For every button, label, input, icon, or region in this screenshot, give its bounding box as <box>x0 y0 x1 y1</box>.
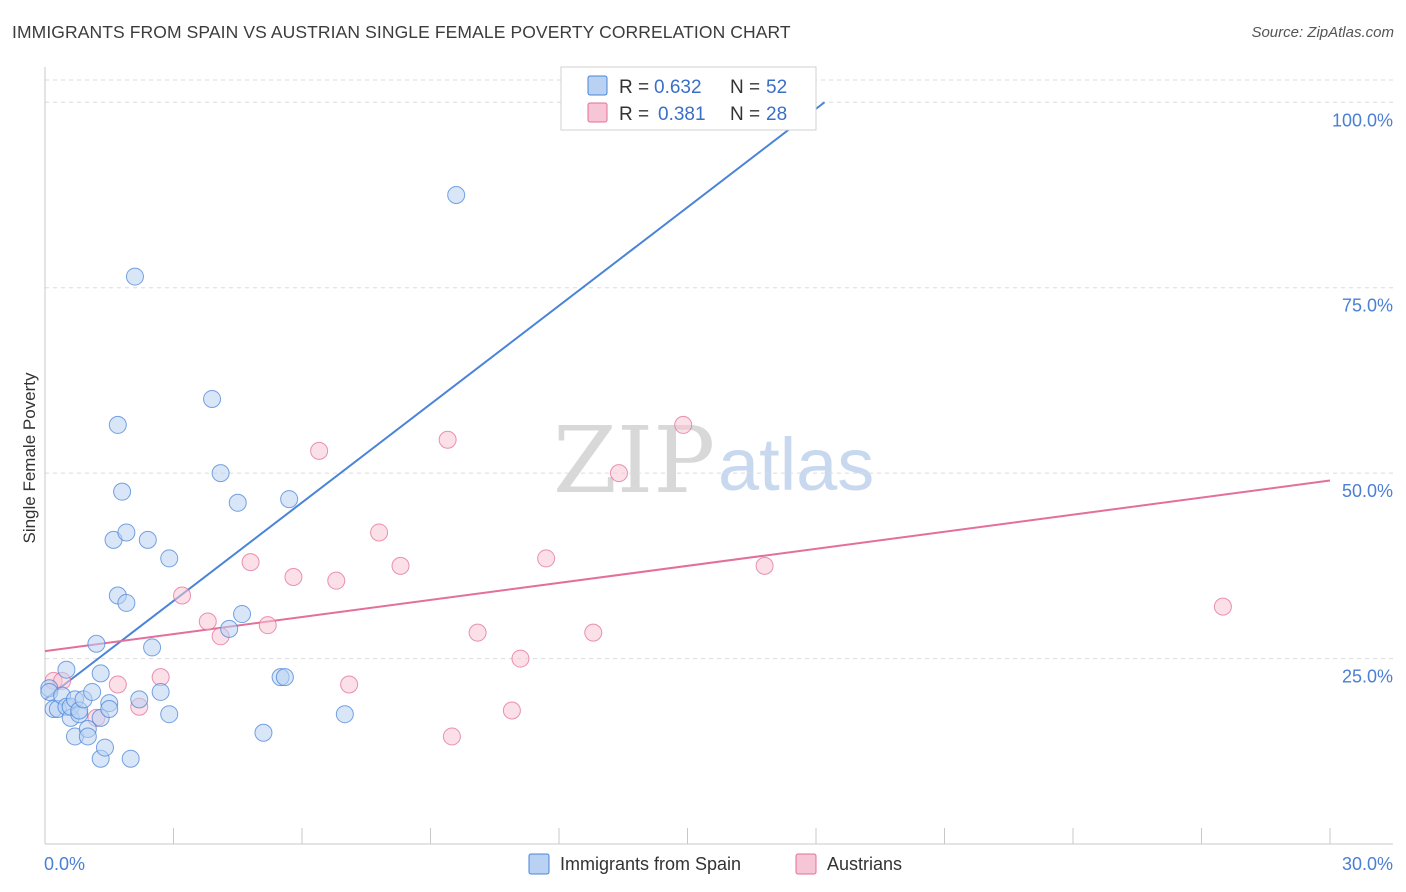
chart-title: IMMIGRANTS FROM SPAIN VS AUSTRIAN SINGLE… <box>12 22 791 42</box>
y-tick-label-75: 75.0% <box>1342 296 1393 316</box>
stats-legend: R = 0.632 N = 52 R = 0.381 N = 28 <box>560 66 817 131</box>
grid-lines <box>45 79 1393 660</box>
data-point-austria <box>370 523 389 542</box>
source-label: Source: ZipAtlas.com <box>1251 24 1394 41</box>
data-point-spain <box>57 660 76 679</box>
data-point-spain <box>100 700 119 719</box>
data-point-spain <box>121 749 140 768</box>
data-point-austria <box>327 571 346 590</box>
data-point-spain <box>108 415 127 434</box>
series-legend-label-austria: Austrians <box>827 854 902 874</box>
legend-n-value-spain: 52 <box>766 77 787 98</box>
data-point-spain <box>203 389 222 408</box>
data-point-austria <box>198 612 217 631</box>
data-point-spain <box>87 634 106 653</box>
data-point-spain <box>117 523 136 542</box>
legend-r-value-austria: 0.381 <box>658 104 706 125</box>
data-point-austria <box>511 649 530 668</box>
y-tick-label-100: 100.0% <box>1332 110 1393 130</box>
data-point-austria <box>241 553 260 572</box>
data-point-spain <box>160 549 179 568</box>
watermark-atlas: atlas <box>718 423 874 506</box>
data-point-spain <box>78 727 97 746</box>
data-point-spain <box>113 482 132 501</box>
data-point-austria <box>584 623 603 642</box>
series-legend-swatch-austria <box>795 853 817 875</box>
data-point-spain <box>143 638 162 657</box>
data-point-austria <box>609 464 628 483</box>
data-point-austria <box>258 616 277 635</box>
data-point-spain <box>138 530 157 549</box>
series-legend-swatch-spain <box>528 853 550 875</box>
data-point-spain <box>233 605 252 624</box>
data-point-spain <box>211 464 230 483</box>
data-point-austria <box>391 556 410 575</box>
data-point-austria <box>340 675 359 694</box>
data-point-spain <box>447 185 466 204</box>
data-point-spain <box>275 668 294 687</box>
x-tick-max: 30.0% <box>1342 854 1393 874</box>
legend-r-label-austria: R = <box>619 104 649 125</box>
y-tick-label-50: 50.0% <box>1342 481 1393 501</box>
data-point-austria <box>1213 597 1232 616</box>
data-point-spain <box>95 738 114 757</box>
x-tick-min: 0.0% <box>44 854 85 874</box>
series-legend: Immigrants from Spain Austrians <box>528 853 902 875</box>
legend-n-value-austria: 28 <box>766 104 787 125</box>
data-point-austria <box>284 567 303 586</box>
y-axis-label: Single Female Poverty <box>20 372 39 544</box>
data-point-austria <box>108 675 127 694</box>
data-points <box>40 93 1232 768</box>
data-point-austria <box>438 430 457 449</box>
data-point-spain <box>125 267 144 286</box>
data-point-austria <box>674 415 693 434</box>
data-point-spain <box>280 490 299 509</box>
data-point-spain <box>254 723 273 742</box>
data-point-spain <box>160 705 179 724</box>
legend-r-value-spain: 0.632 <box>654 77 702 98</box>
data-point-austria <box>537 549 556 568</box>
data-point-spain <box>220 619 239 638</box>
data-point-austria <box>442 727 461 746</box>
legend-n-label-spain: N = <box>730 77 760 98</box>
y-tick-label-25: 25.0% <box>1342 667 1393 687</box>
legend-n-label-austria: N = <box>730 104 760 125</box>
axes <box>44 67 1393 845</box>
data-point-spain <box>130 690 149 709</box>
legend-swatch-austria <box>587 102 608 123</box>
data-point-austria <box>755 556 774 575</box>
data-point-spain <box>91 664 110 683</box>
legend-r-label-spain: R = <box>619 77 649 98</box>
legend-swatch-spain <box>587 75 608 96</box>
data-point-spain <box>335 705 354 724</box>
data-point-spain <box>117 593 136 612</box>
data-point-spain <box>151 682 170 701</box>
series-legend-label-spain: Immigrants from Spain <box>560 854 741 874</box>
trend-line-spain <box>44 101 826 701</box>
data-point-austria <box>173 586 192 605</box>
data-point-austria <box>310 441 329 460</box>
y-tick-labels: 25.0% 50.0% 75.0% 100.0% <box>1332 110 1393 686</box>
data-point-austria <box>468 623 487 642</box>
data-point-spain <box>83 682 102 701</box>
data-point-spain <box>228 493 247 512</box>
data-point-austria <box>502 701 521 720</box>
